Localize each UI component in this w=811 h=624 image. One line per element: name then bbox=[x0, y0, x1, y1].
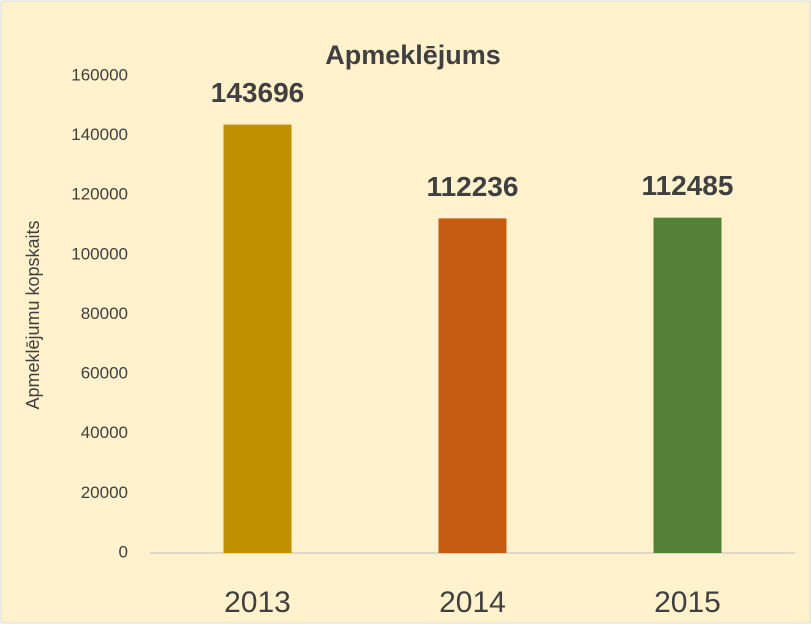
data-label: 112236 bbox=[427, 171, 519, 202]
y-tick-label: 0 bbox=[119, 542, 128, 561]
y-tick-label: 100000 bbox=[71, 244, 128, 263]
y-tick-label: 120000 bbox=[71, 185, 128, 204]
y-tick-label: 40000 bbox=[81, 423, 128, 442]
y-axis-label: Apmeklējumu kopskaits bbox=[23, 220, 43, 409]
y-tick-label: 20000 bbox=[81, 483, 128, 502]
x-tick-label: 2013 bbox=[224, 586, 291, 619]
bar bbox=[438, 218, 507, 553]
data-label: 143696 bbox=[211, 77, 304, 108]
bar bbox=[653, 217, 722, 553]
x-tick-label: 2015 bbox=[654, 586, 721, 619]
y-tick-label: 140000 bbox=[71, 125, 128, 144]
x-tick-label: 2014 bbox=[439, 586, 506, 619]
y-tick-label: 160000 bbox=[71, 65, 128, 84]
bar bbox=[223, 124, 292, 554]
chart-title: Apmeklējums bbox=[325, 40, 501, 70]
y-tick-label: 60000 bbox=[81, 364, 128, 383]
data-label: 112485 bbox=[642, 170, 734, 201]
y-tick-label: 80000 bbox=[81, 304, 128, 323]
